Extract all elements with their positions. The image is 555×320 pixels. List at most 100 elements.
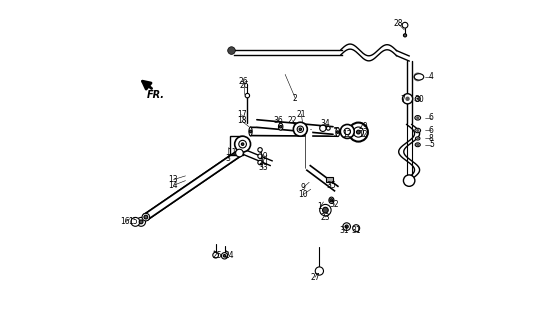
Text: 26: 26 xyxy=(239,77,249,86)
Circle shape xyxy=(297,126,304,132)
Circle shape xyxy=(326,126,330,130)
Circle shape xyxy=(349,123,368,142)
Circle shape xyxy=(413,72,422,81)
Ellipse shape xyxy=(415,116,421,120)
Text: 34: 34 xyxy=(320,119,330,128)
Ellipse shape xyxy=(415,128,421,133)
Text: 16: 16 xyxy=(120,217,130,226)
Circle shape xyxy=(402,94,412,104)
Text: 8: 8 xyxy=(429,134,433,143)
Circle shape xyxy=(330,199,333,202)
Text: 31: 31 xyxy=(339,226,349,235)
Circle shape xyxy=(417,74,423,80)
Text: 6: 6 xyxy=(429,126,434,135)
Text: 32: 32 xyxy=(330,200,340,209)
Text: 25: 25 xyxy=(213,251,222,260)
Circle shape xyxy=(279,125,282,128)
Circle shape xyxy=(137,217,145,226)
Ellipse shape xyxy=(336,128,340,137)
Text: 6: 6 xyxy=(429,113,434,122)
Circle shape xyxy=(340,124,354,139)
Bar xyxy=(230,136,243,155)
Circle shape xyxy=(352,225,360,232)
Circle shape xyxy=(249,130,252,133)
Circle shape xyxy=(320,125,326,132)
Circle shape xyxy=(416,137,419,140)
Text: 14: 14 xyxy=(169,181,178,190)
Circle shape xyxy=(416,129,419,132)
Circle shape xyxy=(131,217,140,226)
Circle shape xyxy=(236,149,243,157)
Circle shape xyxy=(343,223,350,230)
Circle shape xyxy=(405,97,410,101)
Text: 27: 27 xyxy=(310,273,320,282)
Circle shape xyxy=(228,47,235,54)
Circle shape xyxy=(415,96,420,101)
Text: 31: 31 xyxy=(351,226,361,235)
Text: 35: 35 xyxy=(326,181,336,190)
Text: 13: 13 xyxy=(169,175,178,184)
Circle shape xyxy=(402,22,408,28)
Text: 21: 21 xyxy=(296,109,306,118)
Text: 9: 9 xyxy=(300,183,305,192)
Circle shape xyxy=(403,175,415,186)
Circle shape xyxy=(416,98,419,100)
Text: 20: 20 xyxy=(259,158,268,167)
Circle shape xyxy=(317,268,322,274)
Text: 24: 24 xyxy=(224,251,234,260)
Text: 12: 12 xyxy=(342,130,351,139)
Text: 29: 29 xyxy=(359,122,368,131)
Text: 36: 36 xyxy=(273,116,283,125)
Ellipse shape xyxy=(416,137,420,140)
Circle shape xyxy=(345,225,348,228)
Polygon shape xyxy=(144,150,241,220)
Circle shape xyxy=(139,220,143,224)
Ellipse shape xyxy=(329,197,334,204)
Circle shape xyxy=(235,136,250,152)
Text: 28: 28 xyxy=(393,19,403,28)
Circle shape xyxy=(336,131,339,133)
Text: 7: 7 xyxy=(400,95,405,104)
Text: 33: 33 xyxy=(258,164,268,172)
Circle shape xyxy=(356,130,360,134)
Text: 18: 18 xyxy=(237,116,246,125)
Text: 30: 30 xyxy=(415,95,425,104)
Text: 3: 3 xyxy=(225,154,230,163)
Text: 10: 10 xyxy=(298,190,307,199)
Circle shape xyxy=(315,267,324,275)
Text: 15: 15 xyxy=(128,217,138,226)
Circle shape xyxy=(344,128,350,135)
Circle shape xyxy=(258,160,263,165)
Text: 19: 19 xyxy=(259,152,268,161)
Ellipse shape xyxy=(249,127,252,136)
Circle shape xyxy=(223,254,226,257)
Circle shape xyxy=(294,122,307,136)
Circle shape xyxy=(403,34,407,37)
Ellipse shape xyxy=(279,123,283,130)
Circle shape xyxy=(416,143,419,146)
Circle shape xyxy=(354,127,364,137)
Circle shape xyxy=(299,128,301,131)
Circle shape xyxy=(258,154,263,158)
Circle shape xyxy=(221,252,228,259)
Circle shape xyxy=(239,140,246,148)
Ellipse shape xyxy=(414,74,423,80)
Circle shape xyxy=(245,93,250,98)
Text: 4: 4 xyxy=(429,72,434,81)
Text: 2: 2 xyxy=(293,94,297,103)
Circle shape xyxy=(213,252,219,258)
Text: 22: 22 xyxy=(288,116,297,125)
Text: 17: 17 xyxy=(237,110,246,119)
Circle shape xyxy=(144,215,148,219)
Circle shape xyxy=(322,207,328,213)
Text: FR.: FR. xyxy=(147,90,164,100)
Text: 12: 12 xyxy=(358,130,367,139)
Text: 23: 23 xyxy=(320,212,330,222)
Circle shape xyxy=(142,213,150,221)
Circle shape xyxy=(258,148,263,152)
Bar xyxy=(326,177,332,182)
Text: 26: 26 xyxy=(239,81,249,90)
Ellipse shape xyxy=(415,143,420,147)
Text: 1: 1 xyxy=(317,203,322,212)
Circle shape xyxy=(320,204,331,216)
